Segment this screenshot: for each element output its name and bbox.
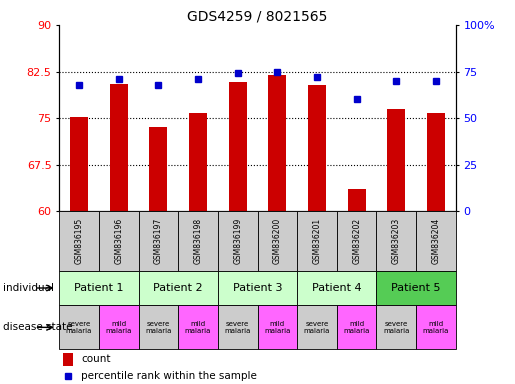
Bar xyxy=(99,211,139,271)
Bar xyxy=(297,305,337,349)
Text: GDS4259 / 8021565: GDS4259 / 8021565 xyxy=(187,10,328,23)
Text: GSM836201: GSM836201 xyxy=(313,218,321,264)
Text: percentile rank within the sample: percentile rank within the sample xyxy=(81,371,257,381)
Text: GSM836199: GSM836199 xyxy=(233,218,242,264)
Text: mild
malaria: mild malaria xyxy=(344,321,370,334)
Bar xyxy=(416,305,456,349)
Bar xyxy=(189,113,207,211)
Bar xyxy=(416,211,456,271)
Bar xyxy=(59,271,139,305)
Text: Patient 1: Patient 1 xyxy=(74,283,124,293)
Text: count: count xyxy=(81,354,111,364)
Bar xyxy=(218,211,258,271)
Text: mild
malaria: mild malaria xyxy=(423,321,449,334)
Text: Patient 2: Patient 2 xyxy=(153,283,203,293)
Bar xyxy=(63,353,73,366)
Bar xyxy=(376,305,416,349)
Bar xyxy=(59,211,99,271)
Bar xyxy=(178,305,218,349)
Bar xyxy=(178,211,218,271)
Text: GSM836203: GSM836203 xyxy=(392,218,401,264)
Bar xyxy=(376,271,456,305)
Bar xyxy=(427,113,445,211)
Bar xyxy=(59,305,99,349)
Bar xyxy=(337,305,376,349)
Text: GSM836198: GSM836198 xyxy=(194,218,202,264)
Bar xyxy=(70,117,88,211)
Text: mild
malaria: mild malaria xyxy=(106,321,132,334)
Bar xyxy=(229,82,247,211)
Text: severe
malaria: severe malaria xyxy=(304,321,330,334)
Text: Patient 4: Patient 4 xyxy=(312,283,362,293)
Text: Patient 3: Patient 3 xyxy=(233,283,282,293)
Text: Patient 5: Patient 5 xyxy=(391,283,441,293)
Text: severe
malaria: severe malaria xyxy=(66,321,92,334)
Bar xyxy=(268,74,286,211)
Bar xyxy=(139,305,178,349)
Text: disease state: disease state xyxy=(3,322,72,333)
Bar xyxy=(297,211,337,271)
Bar xyxy=(99,305,139,349)
Bar xyxy=(376,211,416,271)
Text: GSM836204: GSM836204 xyxy=(432,218,440,264)
Text: GSM836202: GSM836202 xyxy=(352,218,361,264)
Text: severe
malaria: severe malaria xyxy=(383,321,409,334)
Bar xyxy=(149,127,167,211)
Text: severe
malaria: severe malaria xyxy=(145,321,171,334)
Bar xyxy=(387,109,405,211)
Text: GSM836200: GSM836200 xyxy=(273,218,282,264)
Bar xyxy=(218,305,258,349)
Text: GSM836195: GSM836195 xyxy=(75,218,83,264)
Bar xyxy=(308,85,326,211)
Bar xyxy=(258,305,297,349)
Bar xyxy=(337,211,376,271)
Bar xyxy=(110,84,128,211)
Bar xyxy=(139,211,178,271)
Bar xyxy=(218,271,297,305)
Text: severe
malaria: severe malaria xyxy=(225,321,251,334)
Text: individual: individual xyxy=(3,283,54,293)
Bar xyxy=(348,189,366,211)
Bar xyxy=(139,271,218,305)
Text: GSM836197: GSM836197 xyxy=(154,218,163,264)
Text: mild
malaria: mild malaria xyxy=(185,321,211,334)
Bar xyxy=(297,271,376,305)
Text: GSM836196: GSM836196 xyxy=(114,218,123,264)
Bar xyxy=(258,211,297,271)
Text: mild
malaria: mild malaria xyxy=(264,321,290,334)
